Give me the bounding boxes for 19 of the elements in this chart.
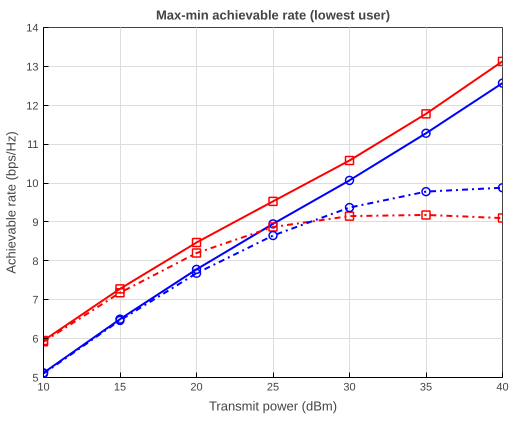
y-tick-label: 5 xyxy=(32,372,39,384)
x-tick-label: 20 xyxy=(190,382,203,394)
x-tick-label: 30 xyxy=(343,382,356,394)
y-tick-label: 6 xyxy=(32,334,39,346)
x-tick-label: 40 xyxy=(496,382,509,394)
y-tick-label: 7 xyxy=(32,294,39,307)
y-tick-label: 8 xyxy=(32,256,39,268)
y-tick-label: 14 xyxy=(26,22,39,34)
y-tick-label: 11 xyxy=(27,139,39,152)
x-tick-label: 15 xyxy=(114,382,126,394)
y-tick-label: 10 xyxy=(26,178,39,190)
y-tick-label: 12 xyxy=(26,100,39,112)
x-axis-title: Transmit power (dBm) xyxy=(208,398,338,414)
y-tick-label: 13 xyxy=(26,61,39,74)
chart-title: Max-min achievable rate (lowest user) xyxy=(156,8,390,22)
y-axis-title: Achievable rate (bps/Hz) xyxy=(3,131,18,274)
y-tick-label: 9 xyxy=(32,216,39,229)
x-tick-label: 25 xyxy=(266,382,280,394)
x-tick-label: 35 xyxy=(420,382,432,394)
